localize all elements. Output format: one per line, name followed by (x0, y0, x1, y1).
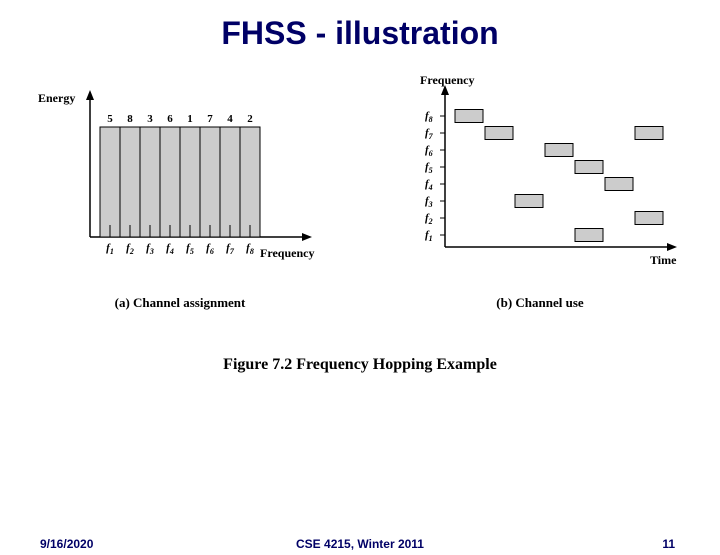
x-ticks-a: f1 f2 f3 f4 f5 f6 f7 f8 (106, 242, 254, 256)
bar-top-label: 1 (187, 113, 193, 125)
bar-5 (180, 127, 200, 237)
bar-8 (240, 127, 260, 237)
x-tick-label: f1 (106, 242, 114, 256)
y-ticks-b: f1 f2 f3 f4 f5 f6 f7 f8 (425, 110, 445, 243)
footer-course: CSE 4215, Winter 2011 (296, 537, 424, 551)
bar-4 (160, 127, 180, 237)
x-label: Frequency (260, 246, 314, 260)
chart-b-caption: (b) Channel use (390, 295, 690, 311)
y-label-b: Frequency (420, 73, 474, 87)
hop-boxes (455, 110, 663, 242)
x-tick-label: f7 (226, 242, 235, 256)
x-tick-label: f8 (246, 242, 254, 256)
y-arrow (86, 90, 94, 100)
chart-b-svg: Frequency Time f1 f2 f3 f4 f5 f6 f7 f8 (390, 72, 690, 282)
footer-page: 11 (662, 537, 675, 551)
x-tick-label: f4 (166, 242, 174, 256)
y-tick-label: f2 (425, 212, 433, 226)
bar-top-label: 2 (247, 113, 253, 125)
hop-box-4 (575, 229, 603, 242)
y-label: Energy (38, 91, 75, 105)
x-label-b: Time (650, 253, 677, 267)
chart-b: Frequency Time f1 f2 f3 f4 f5 f6 f7 f8 (b) Chan… (390, 72, 690, 311)
hop-box-0 (455, 110, 483, 123)
bar-6 (200, 127, 220, 237)
x-tick-label: f5 (186, 242, 194, 256)
footer-date: 9/16/2020 (40, 537, 93, 551)
chart-a-caption: (a) Channel assignment (30, 295, 330, 311)
bar-7 (220, 127, 240, 237)
x-tick-label: f6 (206, 242, 214, 256)
hop-box-2 (515, 195, 543, 208)
bar-top-label: 7 (207, 113, 213, 125)
y-tick-label: f6 (425, 144, 433, 158)
hop-box-8 (635, 127, 663, 140)
bar-top-label: 8 (127, 113, 133, 125)
hop-box-6 (605, 178, 633, 191)
x-arrow-b (667, 243, 677, 251)
y-tick-label: f4 (425, 178, 433, 192)
y-tick-label: f3 (425, 195, 433, 209)
diagrams-container: Energy Frequency 5 8 3 6 1 7 4 2 f1 f2 f3 f4 f5 f6 f7… (0, 72, 720, 311)
x-arrow (302, 233, 312, 241)
x-tick-label: f2 (126, 242, 134, 256)
bar-top-label: 4 (227, 113, 233, 125)
hop-box-1 (485, 127, 513, 140)
y-tick-label: f7 (425, 127, 434, 141)
chart-a: Energy Frequency 5 8 3 6 1 7 4 2 f1 f2 f3 f4 f5 f6 f7… (30, 72, 330, 311)
hop-box-7 (635, 212, 663, 225)
bars-group (100, 127, 260, 237)
figure-caption: Figure 7.2 Frequency Hopping Example (0, 356, 720, 374)
x-tick-label: f3 (146, 242, 154, 256)
bar-top-labels: 5 8 3 6 1 7 4 2 (107, 113, 253, 125)
y-tick-label: f5 (425, 161, 433, 175)
chart-a-svg: Energy Frequency 5 8 3 6 1 7 4 2 f1 f2 f3 f4 f5 f6 f7… (30, 72, 330, 282)
y-tick-label: f1 (425, 229, 433, 243)
bar-1 (100, 127, 120, 237)
hop-box-3 (545, 144, 573, 157)
bar-top-label: 3 (147, 113, 153, 125)
slide-title: FHSS - illustration (0, 15, 720, 52)
bar-top-label: 5 (107, 113, 113, 125)
bar-top-label: 6 (167, 113, 173, 125)
bar-3 (140, 127, 160, 237)
y-tick-label: f8 (425, 110, 433, 124)
bar-2 (120, 127, 140, 237)
hop-box-5 (575, 161, 603, 174)
